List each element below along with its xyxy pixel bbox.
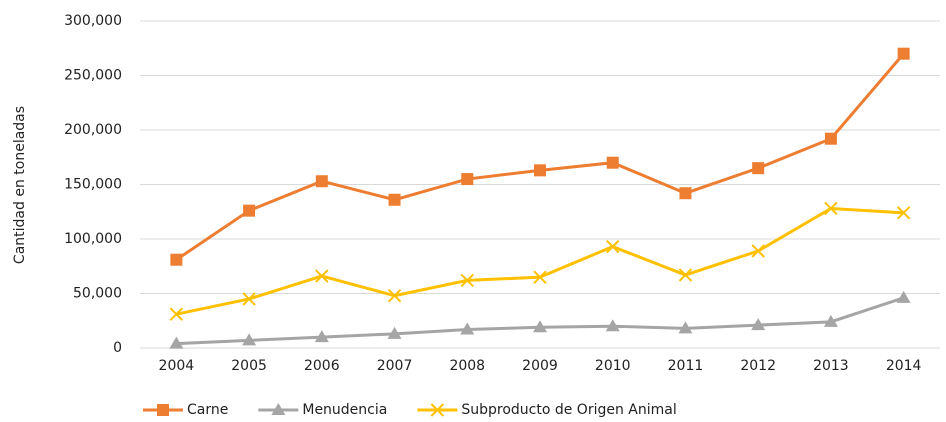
x-tick-label: 2004 bbox=[159, 358, 195, 374]
data-point bbox=[751, 318, 766, 331]
y-tick-label: 100,000 bbox=[64, 231, 122, 247]
data-point bbox=[315, 269, 329, 283]
data-point bbox=[169, 307, 184, 321]
data-point bbox=[243, 204, 256, 217]
data-point bbox=[387, 326, 402, 339]
x-tick-label: 2013 bbox=[813, 358, 849, 374]
x-tick-label: 2005 bbox=[231, 358, 267, 374]
x-tick-label: 2008 bbox=[449, 358, 485, 374]
x-tick-label: 2006 bbox=[304, 358, 340, 374]
data-point bbox=[897, 47, 910, 60]
data-point bbox=[170, 253, 183, 266]
legend-marker bbox=[271, 403, 286, 415]
y-axis-label: Cantidad en toneladas bbox=[12, 106, 28, 264]
data-point bbox=[606, 156, 619, 169]
data-point bbox=[606, 239, 620, 254]
data-point bbox=[242, 292, 256, 306]
data-point bbox=[824, 132, 837, 145]
y-tick-label: 250,000 bbox=[64, 68, 122, 84]
legend-label: Subproducto de Origen Animal bbox=[461, 402, 676, 418]
data-point bbox=[461, 173, 474, 186]
data-point bbox=[169, 336, 184, 349]
data-point bbox=[679, 187, 692, 200]
data-point bbox=[387, 288, 402, 303]
data-point bbox=[605, 319, 620, 332]
legend-label: Carne bbox=[187, 402, 228, 418]
data-point bbox=[242, 333, 257, 346]
data-point bbox=[460, 273, 474, 288]
data-point bbox=[314, 330, 329, 343]
x-tick-label: 2010 bbox=[595, 358, 631, 374]
data-point bbox=[388, 193, 401, 206]
data-point bbox=[824, 201, 838, 216]
data-point bbox=[823, 314, 838, 327]
x-tick-label: 2009 bbox=[522, 358, 558, 374]
y-tick-label: 200,000 bbox=[64, 122, 122, 138]
series-line bbox=[176, 206, 904, 316]
data-point bbox=[460, 322, 475, 335]
data-point bbox=[896, 290, 911, 303]
y-tick-label: 0 bbox=[113, 340, 122, 356]
data-point bbox=[315, 175, 328, 188]
data-point bbox=[896, 206, 911, 220]
data-point bbox=[678, 268, 693, 282]
legend-marker bbox=[430, 403, 445, 417]
data-point bbox=[751, 244, 765, 258]
data-point bbox=[533, 320, 547, 333]
data-point bbox=[678, 321, 693, 334]
x-tick-label: 2012 bbox=[740, 358, 776, 374]
data-point bbox=[752, 162, 765, 175]
x-tick-label: 2014 bbox=[886, 358, 922, 374]
y-tick-label: 150,000 bbox=[64, 177, 122, 193]
y-tick-label: 50,000 bbox=[73, 286, 122, 302]
legend-marker bbox=[157, 404, 169, 416]
data-point bbox=[533, 270, 547, 284]
x-tick-label: 2011 bbox=[668, 358, 704, 374]
x-tick-label: 2007 bbox=[377, 358, 413, 374]
legend-label: Menudencia bbox=[302, 402, 387, 418]
data-point bbox=[534, 164, 546, 177]
y-tick-label: 300,000 bbox=[64, 13, 122, 29]
